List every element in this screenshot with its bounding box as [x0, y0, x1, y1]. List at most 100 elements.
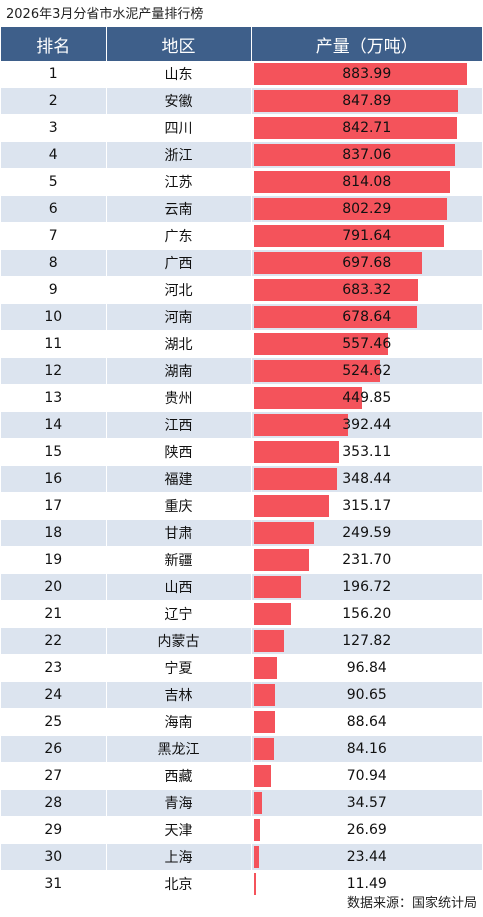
value-label: 34.57 — [346, 795, 387, 811]
region-cell: 新疆 — [106, 546, 252, 574]
value-cell: 449.85 — [251, 384, 482, 412]
value-bar — [253, 522, 314, 544]
table-header: 排名 地区 产量（万吨） — [1, 27, 482, 61]
rank-cell: 27 — [1, 762, 107, 790]
rank-cell: 28 — [1, 789, 107, 817]
rank-cell: 23 — [1, 654, 107, 682]
value-bar — [253, 414, 349, 436]
rank-cell: 18 — [1, 519, 107, 547]
value-bar — [253, 306, 418, 328]
region-cell: 福建 — [106, 465, 252, 493]
table-row: 5 江苏 814.08 — [1, 168, 482, 196]
chart-title: 2026年3月分省市水泥产量排行榜 — [6, 7, 204, 22]
value-cell: 883.99 — [251, 61, 482, 88]
rank-cell: 24 — [1, 681, 107, 709]
value-label: 524.62 — [342, 363, 392, 379]
value-bar — [253, 846, 260, 868]
value-bar — [253, 765, 271, 787]
header-rank: 排名 — [1, 27, 107, 61]
value-label: 348.44 — [342, 471, 392, 487]
table-body: 1 山东 883.99 2 安徽 847.89 3 四川 842.71 4 浙江 837.06 5 江苏 8… — [1, 61, 482, 898]
value-label: 196.72 — [342, 579, 392, 595]
value-cell: 683.32 — [251, 276, 482, 304]
region-cell: 安徽 — [106, 87, 252, 115]
region-cell: 江西 — [106, 411, 252, 439]
table-row: 22 内蒙古 127.82 — [1, 627, 482, 655]
value-cell: 392.44 — [251, 411, 482, 439]
table-row: 12 湖南 524.62 — [1, 357, 482, 385]
value-label: 557.46 — [342, 336, 392, 352]
region-cell: 河北 — [106, 276, 252, 304]
rank-cell: 8 — [1, 249, 107, 277]
region-cell: 贵州 — [106, 384, 252, 412]
region-cell: 北京 — [106, 870, 252, 898]
region-cell: 海南 — [106, 708, 252, 736]
value-label: 837.06 — [342, 147, 392, 163]
rank-cell: 22 — [1, 627, 107, 655]
data-source: 数据来源：国家统计局 — [346, 896, 477, 911]
table-row: 11 湖北 557.46 — [1, 330, 482, 358]
value-cell: 678.64 — [251, 303, 482, 331]
value-bar — [253, 387, 362, 409]
value-bar — [253, 252, 422, 274]
value-cell: 814.08 — [251, 168, 482, 196]
rank-cell: 9 — [1, 276, 107, 304]
region-cell: 青海 — [106, 789, 252, 817]
value-bar — [253, 225, 445, 247]
table-row: 20 山西 196.72 — [1, 573, 482, 601]
table-row: 3 四川 842.71 — [1, 114, 482, 142]
rank-cell: 16 — [1, 465, 107, 493]
value-cell: 791.64 — [251, 222, 482, 250]
value-label: 11.49 — [346, 876, 387, 892]
rank-cell: 6 — [1, 195, 107, 223]
value-label: 847.89 — [342, 93, 392, 109]
value-cell: 802.29 — [251, 195, 482, 223]
rank-cell: 19 — [1, 546, 107, 574]
table-row: 31 北京 11.49 — [1, 870, 482, 898]
region-cell: 辽宁 — [106, 600, 252, 628]
rank-cell: 12 — [1, 357, 107, 385]
region-cell: 湖南 — [106, 357, 252, 385]
value-cell: 11.49 — [251, 870, 482, 898]
value-cell: 315.17 — [251, 492, 482, 520]
rank-cell: 25 — [1, 708, 107, 736]
value-label: 683.32 — [342, 282, 392, 298]
value-cell: 156.20 — [251, 600, 482, 628]
value-label: 88.64 — [346, 714, 387, 730]
value-cell: 23.44 — [251, 843, 482, 871]
table-row: 21 辽宁 156.20 — [1, 600, 482, 628]
value-label: 392.44 — [342, 417, 392, 433]
region-cell: 四川 — [106, 114, 252, 142]
value-bar — [253, 576, 301, 598]
value-bar — [253, 171, 450, 193]
table-row: 24 吉林 90.65 — [1, 681, 482, 709]
region-cell: 吉林 — [106, 681, 252, 709]
value-cell: 847.89 — [251, 87, 482, 115]
rank-cell: 7 — [1, 222, 107, 250]
value-label: 26.69 — [346, 822, 387, 838]
region-cell: 浙江 — [106, 141, 252, 169]
value-cell: 348.44 — [251, 465, 482, 493]
table-row: 7 广东 791.64 — [1, 222, 482, 250]
ranking-table: 排名 地区 产量（万吨） 1 山东 883.99 2 安徽 847.89 3 四川 842.71… — [1, 27, 482, 898]
value-cell: 837.06 — [251, 141, 482, 169]
value-label: 678.64 — [342, 309, 392, 325]
rank-cell: 3 — [1, 114, 107, 142]
value-cell: 231.70 — [251, 546, 482, 574]
value-cell: 26.69 — [251, 816, 482, 844]
table-row: 30 上海 23.44 — [1, 843, 482, 871]
region-cell: 陕西 — [106, 438, 252, 466]
region-cell: 西藏 — [106, 762, 252, 790]
rank-cell: 29 — [1, 816, 107, 844]
value-cell: 88.64 — [251, 708, 482, 736]
value-label: 70.94 — [346, 768, 387, 784]
value-label: 90.65 — [346, 687, 387, 703]
value-label: 231.70 — [342, 552, 392, 568]
value-cell: 70.94 — [251, 762, 482, 790]
value-cell: 249.59 — [251, 519, 482, 547]
value-bar — [253, 711, 275, 733]
value-label: 156.20 — [342, 606, 392, 622]
region-cell: 湖北 — [106, 330, 252, 358]
value-label: 802.29 — [342, 201, 392, 217]
value-label: 84.16 — [346, 741, 387, 757]
